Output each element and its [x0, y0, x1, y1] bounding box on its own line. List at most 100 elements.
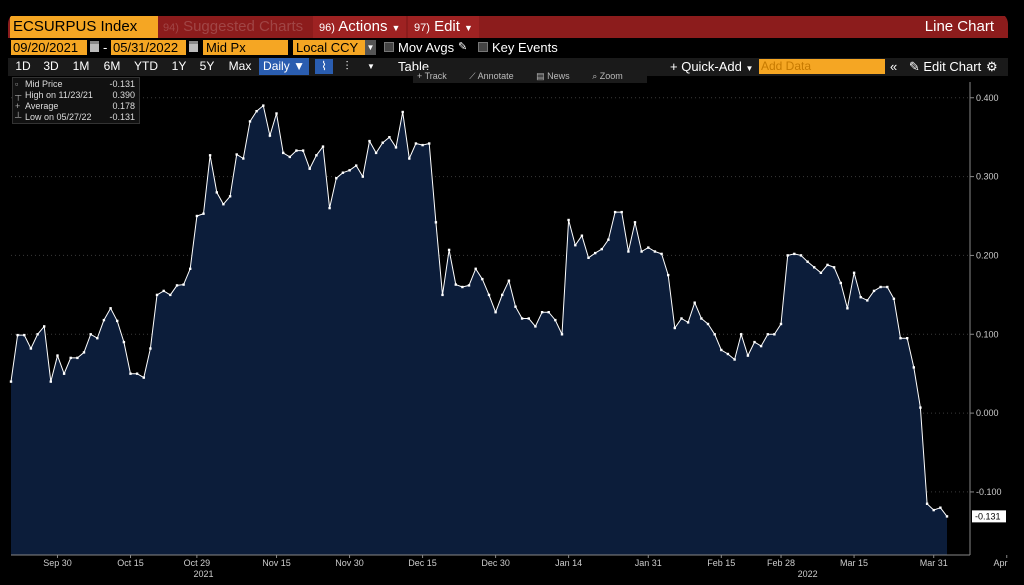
data-point [793, 252, 796, 256]
data-point [554, 318, 557, 322]
data-point [507, 279, 511, 282]
x-tick-label: Nov 15 [262, 558, 291, 568]
x-tick-label: Nov 30 [335, 558, 364, 568]
range-6m[interactable]: 6M [103, 59, 121, 73]
bar-style-icon[interactable]: ⫶ [345, 59, 349, 73]
data-point [939, 506, 942, 509]
chevron-down-icon: ▼ [745, 64, 754, 73]
data-point [494, 311, 497, 314]
mov-avgs-checkbox[interactable] [384, 42, 394, 52]
x-tick-label: Sep 30 [43, 558, 72, 568]
chevron-down-icon[interactable]: ▼ [367, 62, 375, 71]
date-separator: - [103, 40, 108, 55]
chevron-down-icon[interactable]: ▼ [365, 40, 376, 55]
frequency-dropdown[interactable]: Daily ▼ [259, 58, 309, 75]
data-point [501, 293, 504, 297]
edit-menu[interactable]: 97) Edit ▼ [408, 16, 479, 38]
legend-mid-price: ▫ Mid Price -0.131 [15, 79, 135, 89]
currency-field[interactable]: Local CCY [293, 40, 365, 55]
range-3d[interactable]: 3D [43, 59, 59, 73]
data-point [872, 289, 876, 293]
data-point [208, 154, 212, 157]
settings-row: 09/20/2021 - 05/31/2022 Mid Px Local CCY… [8, 40, 1008, 56]
data-point [447, 248, 451, 252]
data-point [388, 136, 391, 139]
pencil-icon[interactable]: ✎ [458, 41, 468, 53]
data-point [235, 153, 238, 156]
chart-legend: ▫ Mid Price -0.131 ┬ High on 11/23/21 0.390 … [12, 77, 140, 124]
data-point [945, 515, 949, 518]
data-point [421, 143, 424, 147]
add-data-input[interactable]: Add Data [759, 59, 885, 74]
data-point [109, 307, 112, 310]
data-point [852, 271, 856, 274]
y-tick-label: -0.100 [976, 487, 1002, 497]
low-marker-icon: ┴ [15, 112, 22, 122]
data-point [228, 195, 232, 198]
data-point [295, 149, 298, 152]
data-point [315, 154, 318, 157]
x-tick-label: Mar 15 [840, 558, 868, 568]
data-point [62, 372, 66, 375]
start-date-field[interactable]: 09/20/2021 [11, 40, 87, 55]
mov-avgs-label[interactable]: Mov Avgs [398, 40, 455, 55]
data-point [594, 251, 597, 255]
track-tool[interactable]: + Track [417, 71, 447, 81]
line-style-icon[interactable]: ⌇ [315, 59, 333, 74]
suggested-charts-number: 94) [163, 22, 179, 34]
annotate-tool[interactable]: ⟋ Annotate [469, 71, 514, 81]
price-field[interactable]: Mid Px [203, 40, 288, 55]
gear-icon[interactable]: ⚙ [986, 59, 998, 74]
data-point [288, 155, 291, 159]
data-point [381, 141, 384, 144]
range-1d[interactable]: 1D [15, 59, 31, 73]
data-point [627, 250, 630, 253]
data-point [255, 110, 258, 113]
data-point [527, 317, 530, 320]
actions-menu[interactable]: 96) Actions ▼ [313, 16, 407, 38]
chevron-down-icon: ▼ [293, 59, 305, 73]
range-1m[interactable]: 1M [72, 59, 90, 73]
data-point [454, 283, 457, 286]
data-point [335, 177, 338, 180]
range-max[interactable]: Max [228, 59, 252, 73]
data-point [328, 206, 331, 210]
data-point [813, 266, 816, 269]
data-point [514, 305, 517, 308]
data-point [189, 267, 192, 270]
data-point [560, 333, 564, 336]
data-point [693, 301, 696, 304]
collapse-icon[interactable]: « [890, 59, 898, 74]
data-point [248, 120, 252, 123]
data-point [520, 317, 524, 320]
price-chart[interactable]: 0.400 0.300 0.200 0.100 0.000 -0.100 -0.131 Sep… [8, 12, 1008, 582]
data-point [700, 317, 703, 320]
data-point [806, 260, 809, 263]
data-point [169, 293, 172, 297]
edit-chart-button[interactable]: « ✎ Edit Chart [890, 58, 981, 75]
calendar-icon[interactable] [90, 41, 99, 52]
data-point [461, 285, 464, 289]
last-value-label: -0.131 [975, 511, 1001, 521]
chevron-down-icon: ▼ [463, 23, 473, 33]
news-tool[interactable]: ▤ News [536, 71, 570, 81]
zoom-tool[interactable]: ⌕ Zoom [592, 71, 623, 81]
suggested-charts-label: Suggested Charts [183, 18, 304, 35]
suggested-charts-button[interactable]: 94) Suggested Charts [163, 16, 303, 38]
range-5y[interactable]: 5Y [199, 59, 215, 73]
key-events-label[interactable]: Key Events [492, 40, 558, 55]
data-point [129, 372, 132, 375]
range-1y[interactable]: 1Y [171, 59, 187, 73]
data-point [408, 157, 411, 160]
legend-low: ┴ Low on 05/27/22 -0.131 [15, 112, 135, 122]
chart-type-label: Line Chart [924, 18, 994, 35]
range-toolbar: 1D 3D 1M 6M YTD 1Y 5Y Max Daily ▼ ⌇ ⫶ ▼ … [8, 58, 1008, 76]
average-marker-icon: + [15, 101, 21, 111]
series-line [10, 104, 948, 517]
calendar-icon[interactable] [189, 41, 198, 52]
range-ytd[interactable]: YTD [134, 59, 158, 73]
quick-add-button[interactable]: + Quick-Add ▼ [670, 58, 753, 75]
key-events-checkbox[interactable] [478, 42, 488, 52]
ticker-field[interactable]: ECSURPUS Index [10, 16, 158, 38]
end-date-field[interactable]: 05/31/2022 [111, 40, 186, 55]
